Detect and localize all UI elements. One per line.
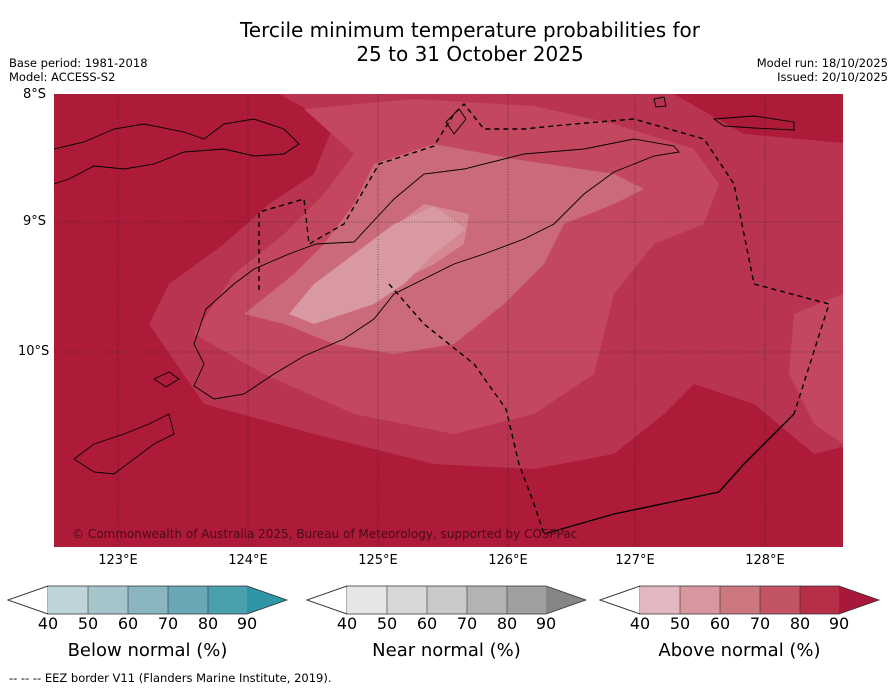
meta-right: Model run: 18/10/2025 Issued: 20/10/2025 [757, 56, 888, 84]
wetar-coastline [712, 115, 795, 131]
lon-label-127e: 127°E [615, 553, 655, 568]
atauro-coastline [445, 108, 467, 135]
below-tick-80: 80 [197, 614, 219, 633]
map-copyright: © Commonwealth of Australia 2025, Bureau… [72, 527, 577, 541]
near-tick-40: 40 [336, 614, 358, 633]
above-tick-40: 40 [629, 614, 651, 633]
issued-date: Issued: 20/10/2025 [777, 70, 888, 84]
colorbar-near-min-arrow [305, 585, 348, 615]
alor-coastline [54, 118, 300, 185]
model-run: Model run: 18/10/2025 [756, 56, 888, 70]
small-island-2 [653, 96, 667, 108]
lat-label-8s: 8°S [22, 87, 46, 102]
colorbar-below-bin-4 [168, 586, 208, 614]
colorbar-below-title: Below normal (%) [67, 640, 228, 661]
colorbar-below-bin-5 [208, 586, 247, 614]
above-tick-80: 80 [789, 614, 811, 633]
above-tick-60: 60 [709, 614, 731, 633]
below-tick-60: 60 [117, 614, 139, 633]
colorbar-near-bin-4 [467, 586, 507, 614]
coastlines [54, 96, 795, 475]
probability-40-region [289, 206, 466, 324]
colorbar-above-title: Above normal (%) [658, 640, 821, 661]
lon-label-125e: 125°E [358, 553, 398, 568]
colorbars-svg [6, 585, 881, 615]
probability-70-region-east [789, 294, 843, 444]
model-name: Model: ACCESS-S2 [9, 70, 116, 84]
lon-label-126e: 126°E [488, 553, 528, 568]
above-tick-90: 90 [828, 614, 850, 633]
near-tick-50: 50 [376, 614, 398, 633]
lat-label-9s: 9°S [22, 214, 46, 229]
lat-label-10s: 10°S [18, 344, 50, 359]
colorbar-below-bin-1 [48, 586, 88, 614]
near-tick-80: 80 [496, 614, 518, 633]
timor-coastline [193, 138, 680, 400]
near-tick-90: 90 [535, 614, 557, 633]
colorbar-above-bin-3 [720, 586, 760, 614]
colorbar-above-bin-4 [760, 586, 800, 614]
eez-border [258, 102, 830, 415]
colorbar-near-bin-1 [347, 586, 387, 614]
lon-label-124e: 124°E [228, 553, 268, 568]
colorbar-above-bin-1 [640, 586, 680, 614]
colorbar-above [598, 585, 881, 615]
colorbar-below-min-arrow [6, 585, 49, 615]
chart-title-line1: Tercile minimum temperature probabilitie… [239, 18, 701, 42]
eez-border-south [388, 283, 545, 535]
below-tick-50: 50 [77, 614, 99, 633]
colorbar-below-max-arrow [247, 586, 287, 614]
chart-title: Tercile minimum temperature probabilitie… [0, 18, 896, 66]
near-tick-60: 60 [416, 614, 438, 633]
colorbar-above-max-arrow [839, 586, 879, 614]
meta-left: Base period: 1981-2018 Model: ACCESS-S2 [9, 56, 148, 84]
colorbar-above-bin-2 [680, 586, 720, 614]
near-tick-70: 70 [456, 614, 478, 633]
above-tick-70: 70 [749, 614, 771, 633]
colorbar-near-title: Near normal (%) [372, 640, 521, 661]
above-tick-50: 50 [669, 614, 691, 633]
sumba-coastline [73, 413, 175, 475]
eez-footnote: -- -- -- EEZ border V11 (Flanders Marine… [9, 671, 332, 685]
map-svg: © Commonwealth of Australia 2025, Bureau… [54, 94, 843, 547]
map-panel: © Commonwealth of Australia 2025, Bureau… [54, 94, 843, 547]
colorbar-near-bin-3 [427, 586, 467, 614]
colorbar-below [6, 585, 289, 615]
colorbar-near-max-arrow [546, 586, 586, 614]
below-tick-70: 70 [157, 614, 179, 633]
colorbar-above-bin-5 [800, 586, 839, 614]
below-tick-40: 40 [37, 614, 59, 633]
eez-border-solid [543, 413, 795, 535]
below-tick-90: 90 [236, 614, 258, 633]
colorbar-above-min-arrow [598, 585, 641, 615]
base-period: Base period: 1981-2018 [9, 56, 148, 70]
lon-label-123e: 123°E [98, 553, 138, 568]
colorbar-near-bin-2 [387, 586, 427, 614]
chart-title-line2: 25 to 31 October 2025 [356, 42, 584, 66]
colorbar-below-bin-3 [128, 586, 168, 614]
colorbar-below-bin-2 [88, 586, 128, 614]
small-island-1 [153, 371, 180, 388]
colorbar-near-bin-5 [507, 586, 546, 614]
colorbar-near [305, 585, 588, 615]
lon-label-128e: 128°E [745, 553, 785, 568]
